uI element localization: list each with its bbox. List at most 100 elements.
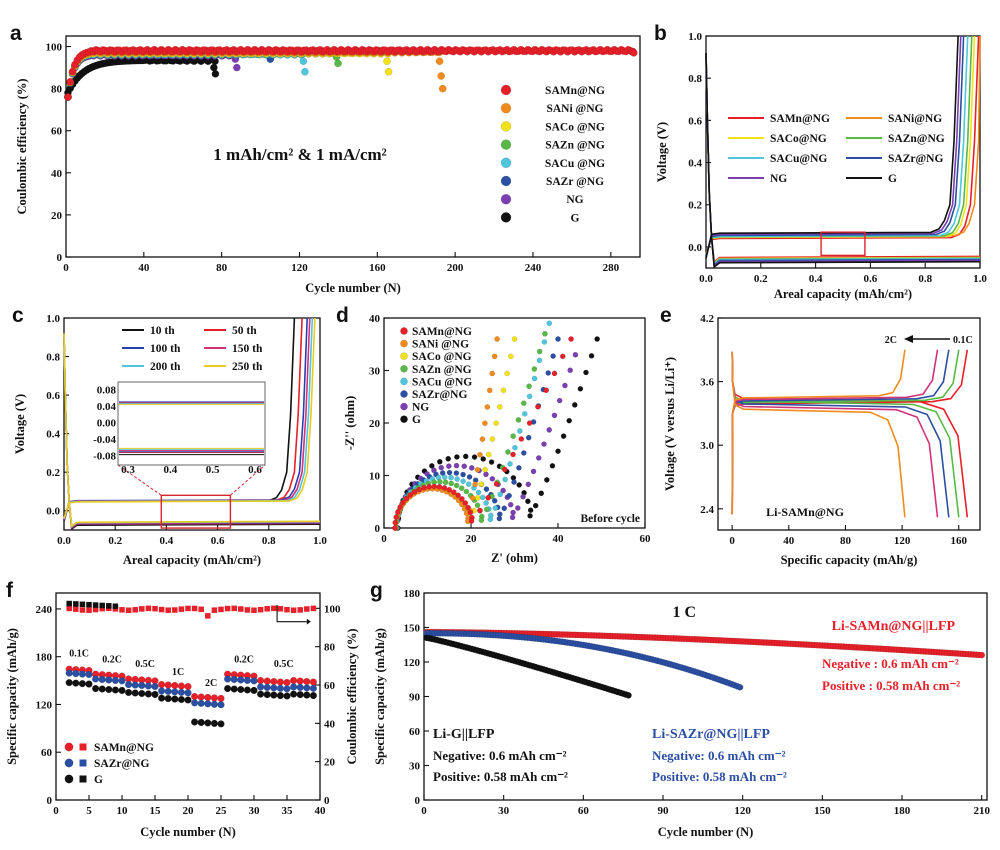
ce-point xyxy=(304,606,310,612)
data-point xyxy=(978,651,985,659)
data-point xyxy=(474,502,481,509)
data-point xyxy=(334,59,342,68)
x-tick-label: 5 xyxy=(86,805,92,817)
legend-marker xyxy=(64,758,74,768)
ce-point xyxy=(66,600,72,607)
data-point xyxy=(233,63,241,72)
legend: 10 th 50 th 100 th 150 th 200 th 250 th xyxy=(122,325,263,373)
data-point xyxy=(494,336,500,342)
data-point xyxy=(441,485,448,491)
data-point xyxy=(527,507,534,513)
data-point xyxy=(250,677,258,685)
data-point xyxy=(492,505,499,511)
ce-point xyxy=(125,607,132,613)
rate-label: 0.2C xyxy=(102,654,122,665)
inset: 0.08 0.04 0.00 -0.04 -0.08 0.3 0.4 0.5 0.6 xyxy=(93,381,266,476)
data-point xyxy=(217,720,225,728)
legend-marker xyxy=(400,402,408,411)
legend-marker xyxy=(400,364,408,373)
legend-label: SAZn@NG xyxy=(888,133,945,145)
y-tick-label: 0.2 xyxy=(46,467,60,479)
y-tick-label: 30 xyxy=(409,761,421,773)
legend-label: SACo @NG xyxy=(545,121,605,133)
legend-label: SACo @NG xyxy=(412,351,472,363)
data-point xyxy=(204,700,212,708)
data-point xyxy=(257,683,265,691)
data-point xyxy=(263,677,271,685)
x-tick-label: 0.8 xyxy=(262,535,276,547)
panel-letter: a xyxy=(10,22,22,45)
data-point xyxy=(435,57,444,66)
data-point xyxy=(441,474,448,480)
ce-point xyxy=(79,607,86,613)
y-tick-label: 20 xyxy=(369,418,381,430)
data-point xyxy=(448,474,454,481)
y-tick-label: 20 xyxy=(51,210,63,222)
data-point xyxy=(465,481,472,487)
data-point xyxy=(489,436,496,442)
data-point xyxy=(177,695,186,704)
data-point xyxy=(510,433,516,439)
y-axis-label: Voltage (V) xyxy=(655,122,669,182)
data-point xyxy=(483,471,489,478)
data-point xyxy=(543,387,549,394)
x-tick-label: 10 xyxy=(117,805,129,817)
inset-frame xyxy=(117,381,266,466)
legend-label: SAZr @NG xyxy=(546,176,604,188)
data-point xyxy=(395,509,401,515)
x-tick-label: 30 xyxy=(498,805,510,817)
plot-frame xyxy=(705,35,981,269)
rate-label: 0.5C xyxy=(274,659,294,670)
data-point xyxy=(555,336,561,342)
ce-point xyxy=(79,601,86,608)
legend-label: SAZr@NG xyxy=(888,153,943,165)
data-point xyxy=(520,450,527,456)
data-point xyxy=(429,463,435,469)
x-tick-label: 20 xyxy=(183,805,195,817)
y-tick-label: 0.0 xyxy=(688,242,702,254)
discharge-0.1C xyxy=(731,351,969,518)
legend-label: G xyxy=(571,212,580,224)
inset-y-tick-label: -0.08 xyxy=(93,451,116,463)
ce-point xyxy=(92,602,99,608)
data-point xyxy=(526,420,533,426)
ce-point xyxy=(310,605,317,612)
data-point xyxy=(309,691,318,700)
ce-point xyxy=(290,607,297,613)
legend-marker xyxy=(500,84,512,96)
x-tick-label: 20 xyxy=(466,533,478,545)
ce-point xyxy=(218,606,224,613)
y-tick-label: 1.0 xyxy=(46,313,60,325)
y-tick-label: 100 xyxy=(46,42,63,54)
data-point xyxy=(508,353,514,360)
ce-point xyxy=(264,606,270,612)
data-point xyxy=(158,687,166,695)
series-note: Positive : 0.58 mAh cm⁻² xyxy=(822,678,960,693)
data-point xyxy=(544,477,550,483)
highlight-box xyxy=(160,494,232,529)
data-point xyxy=(505,449,511,455)
data-point xyxy=(290,690,298,698)
series-note: Positive: 0.58 mAh cm⁻² xyxy=(652,769,787,784)
data-point xyxy=(263,683,271,692)
data-point xyxy=(421,484,427,491)
rate-label: 0.2C xyxy=(234,654,254,665)
data-point xyxy=(478,481,485,487)
x-tick-label: 40 xyxy=(553,533,565,545)
data-point xyxy=(507,501,514,508)
y-tick-label: 0.4 xyxy=(46,429,60,441)
data-point xyxy=(177,682,186,690)
x-axis-label: Areal capacity (mAh/cm²) xyxy=(774,287,912,301)
data-point xyxy=(210,694,219,702)
data-point xyxy=(485,494,491,501)
data-point xyxy=(507,461,513,467)
y2-tick-label: 100 xyxy=(324,603,341,615)
ce-point xyxy=(73,606,79,612)
inset-y-tick-label: 0.08 xyxy=(97,384,117,396)
data-point xyxy=(525,498,531,505)
x-tick-label: 30 xyxy=(249,805,261,817)
data-point xyxy=(491,497,498,504)
legend-label: 50 th xyxy=(232,325,257,337)
data-point xyxy=(562,382,568,389)
ce-point xyxy=(132,607,138,613)
